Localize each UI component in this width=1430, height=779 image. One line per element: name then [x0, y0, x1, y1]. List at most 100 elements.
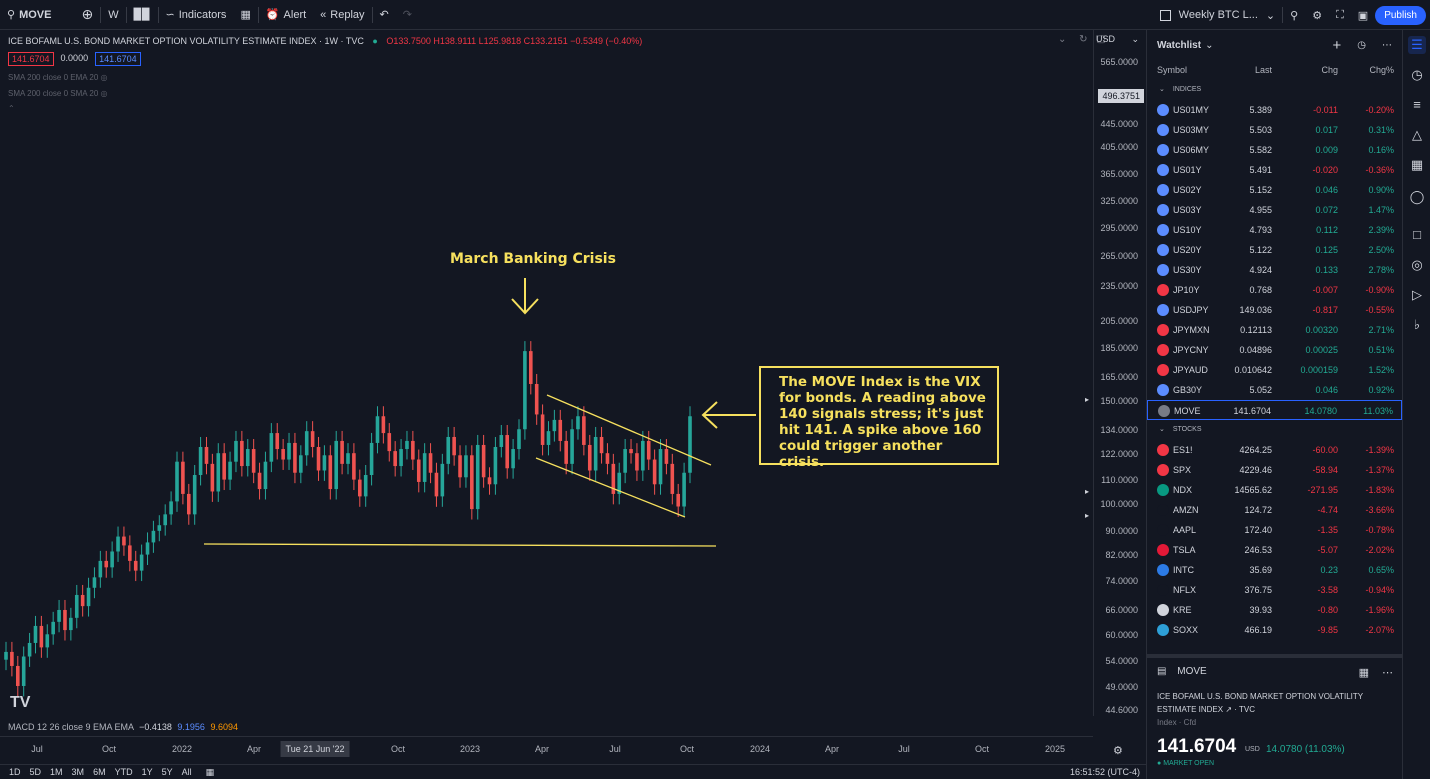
watchlist-row[interactable]: JPYAUD 0.010642 0.000159 1.52% [1147, 360, 1402, 380]
candle-body[interactable] [641, 440, 645, 471]
candle-body[interactable] [552, 419, 557, 432]
watchlist-row[interactable]: INTC 35.69 0.23 0.65% [1147, 560, 1402, 580]
price-chart[interactable]: TV [0, 30, 1093, 736]
watchlist-row[interactable]: TSLA 246.53 -5.07 -2.02% [1147, 540, 1402, 560]
templates-button[interactable]: ▦ [233, 0, 257, 30]
candle-body[interactable] [263, 461, 268, 490]
candle-body[interactable] [363, 475, 368, 497]
axis-settings-icon[interactable]: ⚙ [1113, 745, 1123, 757]
candle-body[interactable] [69, 617, 73, 631]
candle-body[interactable] [92, 577, 97, 588]
annotation-crisis[interactable]: March Banking Crisis [450, 251, 616, 267]
candle-body[interactable] [546, 431, 551, 445]
candle-body[interactable] [116, 536, 120, 552]
candle-body[interactable] [576, 416, 580, 430]
candle-body[interactable] [470, 455, 474, 510]
candle-body[interactable] [86, 587, 91, 607]
quick-search-button[interactable]: ⚲ [1283, 0, 1305, 30]
candle-body[interactable] [145, 542, 150, 555]
section-indices[interactable]: ⌄ INDICES [1147, 80, 1402, 100]
candle-body[interactable] [393, 451, 397, 467]
scroll-down-icon[interactable]: ⌄ [1058, 34, 1067, 45]
settings-button[interactable]: ⚙ [1305, 0, 1329, 30]
candle-body[interactable] [21, 656, 26, 686]
range-button-1d[interactable]: 1D [9, 767, 21, 777]
watchlist-row[interactable]: SOXX 466.19 -9.85 -2.07% [1147, 620, 1402, 640]
candle-body[interactable] [652, 459, 657, 485]
calendar-icon[interactable]: ▦ [205, 766, 215, 777]
candle-body[interactable] [210, 463, 215, 492]
candle-body[interactable] [45, 634, 50, 648]
watchlist-row[interactable]: US01MY 5.389 -0.011 -0.20% [1147, 100, 1402, 120]
candle-body[interactable] [593, 436, 598, 471]
chat-icon[interactable]: □ [1413, 227, 1421, 242]
candle-body[interactable] [169, 501, 173, 515]
hotlist-icon[interactable]: △ [1412, 127, 1422, 142]
indicator-legend-sma[interactable]: SMA 200 close 0 SMA 20 ◎ [8, 89, 108, 98]
redo-button[interactable]: ↷ [396, 0, 419, 30]
candle-body[interactable] [51, 621, 55, 635]
replay-button[interactable]: « Replay [313, 0, 371, 30]
publish-button[interactable]: Publish [1375, 5, 1426, 25]
calendar-icon[interactable]: ▦ [1410, 157, 1424, 172]
watchlist-row[interactable]: US03MY 5.503 0.017 0.31% [1147, 120, 1402, 140]
add-list-icon[interactable]: ≡ [1413, 97, 1421, 112]
candle-body[interactable] [658, 449, 663, 485]
candle-body[interactable] [605, 453, 610, 464]
candle-body[interactable] [452, 436, 456, 456]
alerts-clock-icon[interactable]: ◷ [1411, 67, 1423, 82]
candle-body[interactable] [234, 440, 238, 462]
candle-body[interactable] [617, 472, 622, 494]
add-symbol-button[interactable]: ⊕ [81, 6, 94, 22]
support-line[interactable] [203, 543, 717, 547]
candle-body[interactable] [245, 449, 250, 467]
candle-body[interactable] [458, 455, 462, 478]
candle-body[interactable] [310, 431, 315, 447]
candle-body[interactable] [98, 560, 103, 578]
range-button-6m[interactable]: 6M [93, 767, 106, 777]
candle-body[interactable] [275, 433, 280, 450]
candle-body[interactable] [304, 431, 309, 456]
candle-body[interactable] [163, 514, 168, 526]
candle-body[interactable] [340, 440, 344, 464]
candle-body[interactable] [676, 493, 681, 507]
annotation-callout[interactable]: The MOVE Index is the VIX for bonds. A r… [759, 366, 999, 470]
range-button-3m[interactable]: 3M [71, 767, 85, 777]
candle-body[interactable] [369, 442, 374, 476]
candle-body[interactable] [57, 609, 61, 622]
candle-body[interactable] [570, 429, 574, 464]
notifications-icon[interactable]: ♭ [1413, 317, 1421, 332]
watchlist-row[interactable]: SPX 4229.46 -58.94 -1.37% [1147, 460, 1402, 480]
watchlist-row[interactable]: GB30Y 5.052 0.046 0.92% [1147, 380, 1402, 400]
candle-body[interactable] [357, 479, 362, 497]
watchlist-row[interactable]: US30Y 4.924 0.133 2.78% [1147, 260, 1402, 280]
candle-body[interactable] [269, 433, 274, 462]
range-button-1y[interactable]: 1Y [141, 767, 153, 777]
add-symbol-icon[interactable]: + [1332, 36, 1342, 54]
candle-body[interactable] [352, 453, 356, 480]
candle-body[interactable] [540, 414, 545, 445]
candle-body[interactable] [74, 594, 79, 618]
chart-type-button[interactable]: ▉▉ [127, 0, 158, 30]
candle-body[interactable] [499, 435, 504, 447]
candle-body[interactable] [10, 651, 14, 666]
candle-body[interactable] [611, 463, 616, 494]
candle-body[interactable] [181, 461, 185, 494]
fullscreen-button[interactable]: ⛶ [1329, 0, 1351, 30]
candle-body[interactable] [186, 493, 191, 515]
candle-body[interactable] [39, 625, 44, 648]
external-link-icon[interactable]: ↗ · [1225, 705, 1239, 714]
col-chg[interactable]: Chg [1321, 65, 1338, 75]
candle-body[interactable] [151, 530, 156, 543]
candle-body[interactable] [157, 525, 162, 531]
candle-body[interactable] [240, 440, 244, 467]
chevron-down-icon[interactable]: ⌄ [1205, 39, 1214, 51]
candle-body[interactable] [434, 472, 439, 497]
time-axis[interactable]: JulOct2022AprJulOct2023AprJulOct2024AprJ… [0, 736, 1123, 764]
candle-body[interactable] [582, 416, 586, 445]
more-icon[interactable]: ⋯ [1382, 39, 1392, 51]
candle-body[interactable] [670, 463, 675, 494]
range-button-1m[interactable]: 1M [50, 767, 63, 777]
candle-body[interactable] [139, 554, 144, 571]
refresh-icon[interactable]: ↻ [1079, 34, 1088, 45]
